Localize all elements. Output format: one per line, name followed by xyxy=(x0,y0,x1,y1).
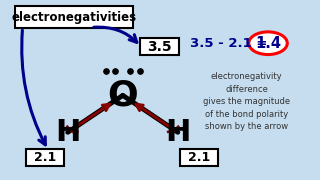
Text: electronegativities: electronegativities xyxy=(11,11,136,24)
FancyBboxPatch shape xyxy=(15,6,133,28)
Text: electronegativity
difference
gives the magnitude
of the bond polarity
shown by t: electronegativity difference gives the m… xyxy=(203,72,290,131)
Text: 2.1: 2.1 xyxy=(188,151,210,164)
Text: H: H xyxy=(165,118,190,147)
Text: 2.1: 2.1 xyxy=(34,151,56,164)
Text: O: O xyxy=(108,78,138,112)
Circle shape xyxy=(249,32,287,55)
Text: H: H xyxy=(55,118,80,147)
FancyBboxPatch shape xyxy=(26,149,64,166)
FancyBboxPatch shape xyxy=(180,149,218,166)
FancyBboxPatch shape xyxy=(140,38,179,55)
Text: 1.4: 1.4 xyxy=(255,36,281,51)
Text: 3.5: 3.5 xyxy=(147,40,172,54)
Text: 3.5 - 2.1 =: 3.5 - 2.1 = xyxy=(190,37,272,50)
